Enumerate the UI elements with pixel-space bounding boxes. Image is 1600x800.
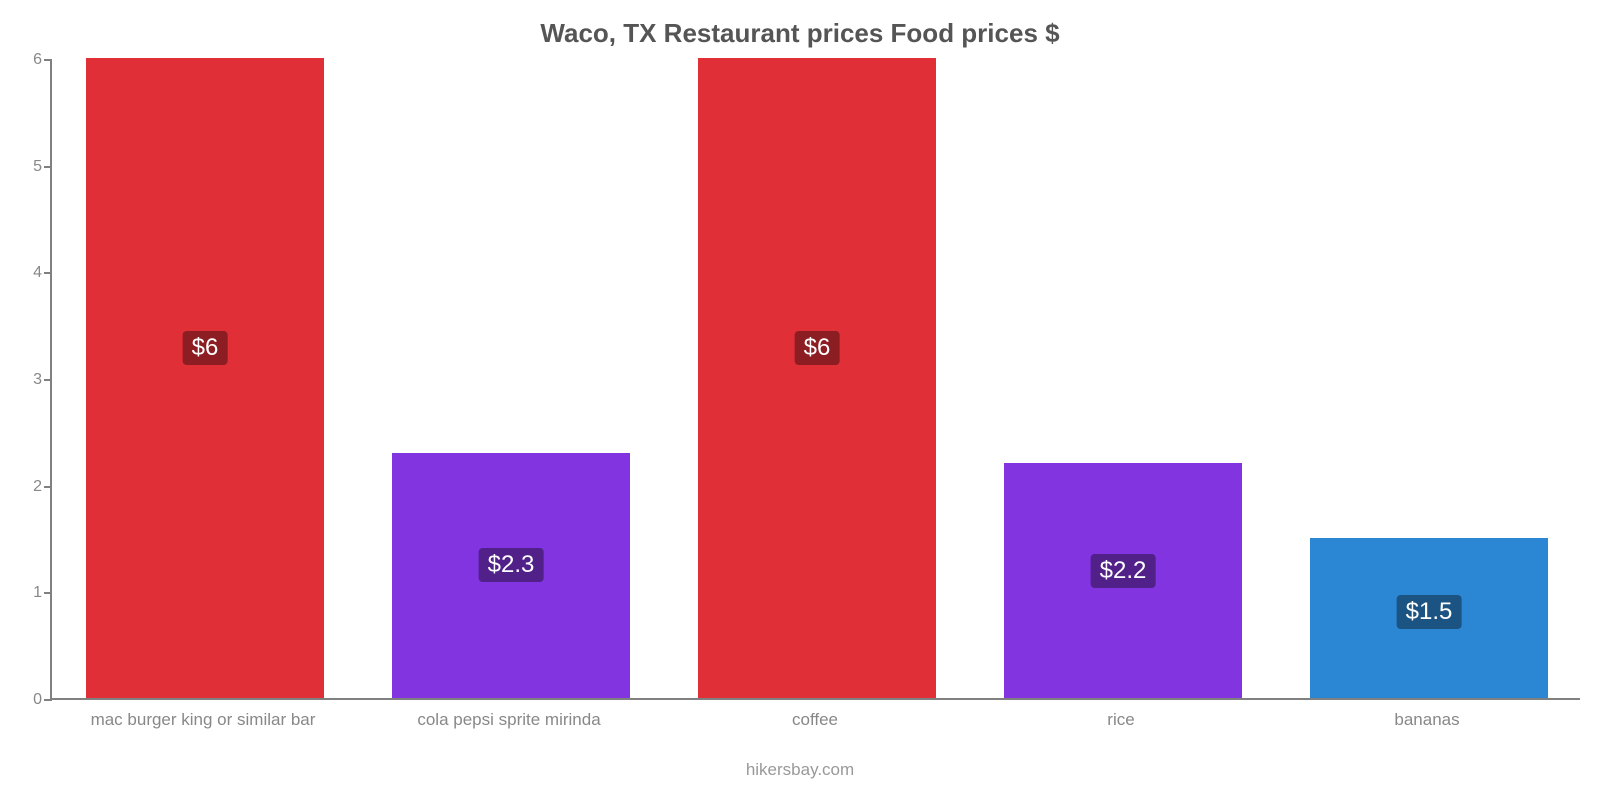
y-tick-mark (44, 166, 52, 168)
y-tick-label: 1 (12, 584, 42, 602)
x-category-label: rice (1107, 710, 1134, 730)
y-tick-label: 5 (12, 158, 42, 176)
bar (86, 58, 325, 698)
y-tick-label: 6 (12, 51, 42, 69)
x-category-label: bananas (1394, 710, 1459, 730)
bar-value-label: $2.2 (1091, 554, 1156, 588)
y-tick-label: 4 (12, 264, 42, 282)
bar (698, 58, 937, 698)
y-tick-mark (44, 59, 52, 61)
y-tick-mark (44, 272, 52, 274)
y-tick-mark (44, 592, 52, 594)
y-tick-mark (44, 486, 52, 488)
bar-value-label: $1.5 (1397, 595, 1462, 629)
source-label: hikersbay.com (0, 760, 1600, 780)
y-tick-label: 0 (12, 691, 42, 709)
y-tick-mark (44, 699, 52, 701)
x-category-label: cola pepsi sprite mirinda (417, 710, 600, 730)
bar-value-label: $2.3 (479, 548, 544, 582)
chart-title: Waco, TX Restaurant prices Food prices $ (0, 18, 1600, 49)
x-category-label: mac burger king or similar bar (91, 710, 316, 730)
y-tick-mark (44, 379, 52, 381)
y-tick-label: 3 (12, 371, 42, 389)
bar-chart: Waco, TX Restaurant prices Food prices $… (0, 0, 1600, 800)
y-tick-label: 2 (12, 478, 42, 496)
bar-value-label: $6 (183, 331, 228, 365)
bar-value-label: $6 (795, 331, 840, 365)
x-category-label: coffee (792, 710, 838, 730)
plot-area: 0123456$6$2.3$6$2.2$1.5 (50, 60, 1580, 700)
